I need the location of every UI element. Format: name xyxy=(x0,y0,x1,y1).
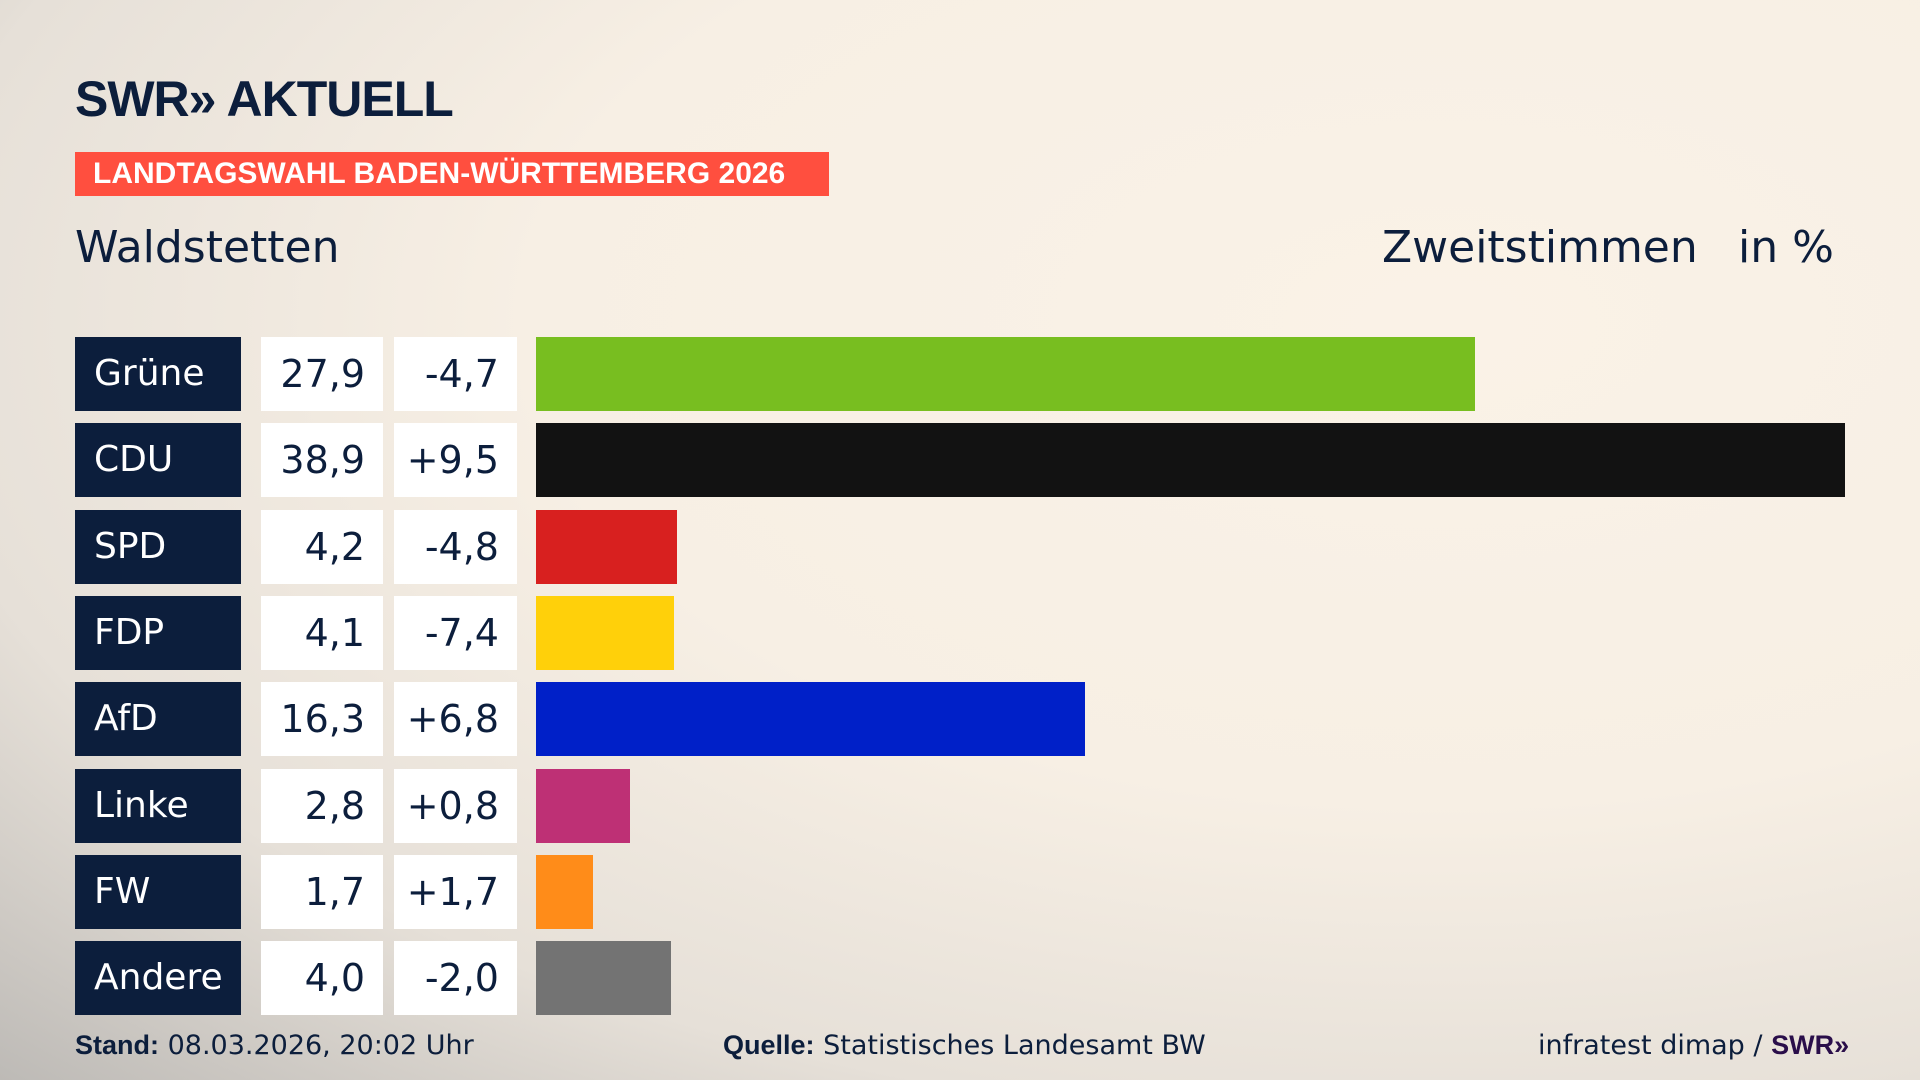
party-value: 4,0 xyxy=(261,941,383,1016)
party-change: -4,7 xyxy=(394,337,517,411)
party-row: FDP 4,1 -7,4 xyxy=(75,595,1875,670)
party-value: 38,9 xyxy=(261,423,383,498)
timestamp: Stand: 08.03.2026, 20:02 Uhr xyxy=(75,1030,474,1061)
swr-small-logo: SWR» xyxy=(1771,1030,1850,1060)
party-value: 4,2 xyxy=(261,509,383,584)
metric-label: Zweitstimmen xyxy=(1382,222,1698,273)
credit: infratest dimap / SWR» xyxy=(1538,1030,1849,1061)
party-change: +6,8 xyxy=(394,682,517,757)
party-row: AfD 16,3 +6,8 xyxy=(75,682,1875,757)
party-change: -2,0 xyxy=(394,941,517,1016)
election-banner: LANDTAGSWAHL BADEN-WÜRTTEMBERG 2026 xyxy=(75,152,829,196)
source: Quelle: Statistisches Landesamt BW xyxy=(723,1030,1206,1061)
party-row: CDU 38,9 +9,5 xyxy=(75,423,1875,498)
party-name: Andere xyxy=(75,941,241,1016)
party-bar xyxy=(536,682,1085,757)
party-change: +0,8 xyxy=(394,768,517,843)
party-change: +9,5 xyxy=(394,423,517,498)
party-name: CDU xyxy=(75,423,241,498)
party-row: Grüne 27,9 -4,7 xyxy=(75,337,1875,411)
stand-value: 08.03.2026, 20:02 Uhr xyxy=(167,1030,474,1061)
party-bar xyxy=(536,854,594,929)
source-value: Statistisches Landesamt BW xyxy=(823,1030,1206,1061)
party-value: 1,7 xyxy=(261,854,383,929)
party-value: 27,9 xyxy=(261,337,383,411)
party-name: SPD xyxy=(75,509,241,584)
party-change: -7,4 xyxy=(394,595,517,670)
source-label: Quelle: xyxy=(723,1030,815,1060)
party-value: 4,1 xyxy=(261,595,383,670)
credit-text: infratest dimap / xyxy=(1538,1030,1763,1061)
party-value: 2,8 xyxy=(261,768,383,843)
party-value: 16,3 xyxy=(261,682,383,757)
party-bar xyxy=(536,768,631,843)
party-name: FW xyxy=(75,854,241,929)
party-bar xyxy=(536,337,1475,411)
party-row: FW 1,7 +1,7 xyxy=(75,854,1875,929)
party-name: Grüne xyxy=(75,337,241,411)
location-title: Waldstetten xyxy=(75,222,340,273)
party-name: AfD xyxy=(75,682,241,757)
party-bar xyxy=(536,423,1845,498)
swr-aktuell-logo: SWR» AKTUELL xyxy=(75,71,454,127)
party-row: SPD 4,2 -4,8 xyxy=(75,509,1875,584)
party-change: -4,8 xyxy=(394,509,517,584)
party-row: Andere 4,0 -2,0 xyxy=(75,941,1875,1016)
unit-label: in % xyxy=(1738,222,1834,273)
party-row: Linke 2,8 +0,8 xyxy=(75,768,1875,843)
party-name: FDP xyxy=(75,595,241,670)
party-bar xyxy=(536,509,678,584)
party-bar xyxy=(536,595,674,670)
party-name: Linke xyxy=(75,768,241,843)
party-change: +1,7 xyxy=(394,854,517,929)
party-bar xyxy=(536,941,671,1016)
stand-label: Stand: xyxy=(75,1030,159,1060)
